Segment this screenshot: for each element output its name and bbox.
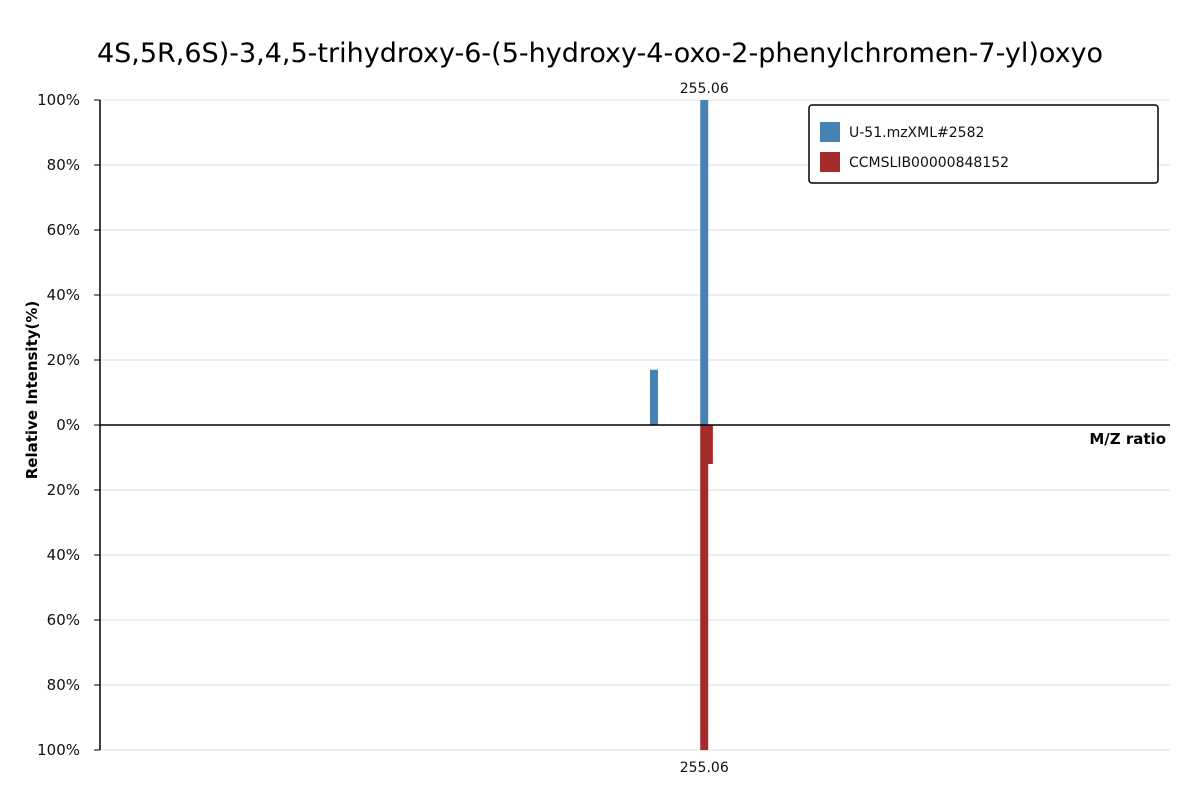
y-tick-label: 20% <box>47 481 80 499</box>
spectrum-peak-bar <box>700 425 709 750</box>
y-tick-label: 80% <box>47 156 80 174</box>
axes-layer <box>99 100 1170 750</box>
y-tick-label: 100% <box>37 91 80 109</box>
y-tick-label: 20% <box>47 351 80 369</box>
chart-title: 4S,5R,6S)-3,4,5-trihydroxy-6-(5-hydroxy-… <box>97 38 1103 69</box>
y-tick-label: 80% <box>47 676 80 694</box>
y-tick-label: 40% <box>47 546 80 564</box>
peak-label: 255.06 <box>680 81 729 97</box>
spectrum-peak-bar <box>700 100 709 425</box>
legend: U-51.mzXML#2582 CCMSLIB00000848152 <box>808 104 1159 184</box>
y-tick-label: 0% <box>56 416 80 434</box>
y-tick-label: 40% <box>47 286 80 304</box>
peak-label: 255.06 <box>680 760 729 776</box>
spectrum-peak-bar <box>704 425 713 464</box>
y-tick-label: 60% <box>47 611 80 629</box>
grid-layer <box>94 99 1170 751</box>
x-axis-label: M/Z ratio <box>1089 430 1166 448</box>
spectrum-peak-bar <box>649 369 658 425</box>
y-axis-label: Relative Intensity(%) <box>23 301 41 480</box>
legend-swatch <box>820 122 840 142</box>
legend-swatch <box>820 152 840 172</box>
legend-box <box>808 104 1159 184</box>
legend-label: U-51.mzXML#2582 <box>849 125 984 141</box>
labels-layer: 100% 80% 60% 40% 20% 0% 20% 40% 60% 80% 100% 255.06… <box>37 81 729 776</box>
y-tick-label: 60% <box>47 221 80 239</box>
y-tick-label: 100% <box>37 741 80 759</box>
legend-label: CCMSLIB00000848152 <box>849 155 1009 171</box>
bars-layer <box>649 100 713 750</box>
